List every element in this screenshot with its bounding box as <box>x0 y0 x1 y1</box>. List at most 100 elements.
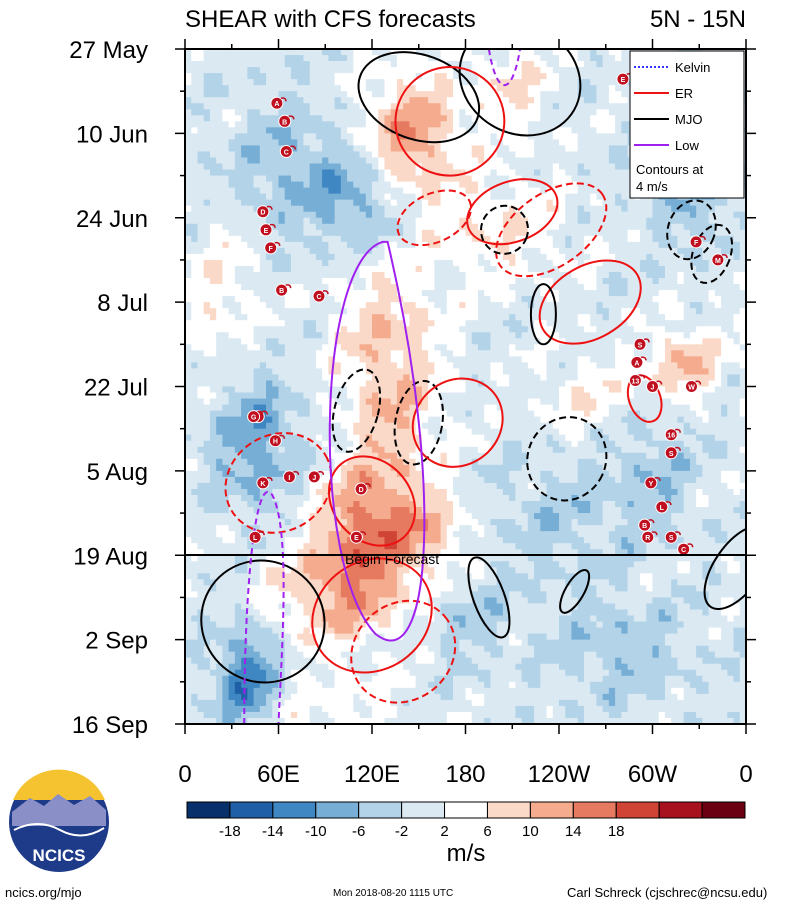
storm-marker: H <box>268 434 286 448</box>
storm-label: I <box>288 475 290 482</box>
storm-marker: 16 <box>664 428 681 442</box>
wave-contour <box>394 66 506 177</box>
axis-ticks <box>175 39 756 734</box>
colorbar-segment <box>272 801 317 819</box>
legend-note-line2: 4 m/s <box>636 179 668 194</box>
colorbar-segment <box>315 801 360 819</box>
x-axis-labels: 0 60E 120E 180 120W 60W 0 <box>178 761 752 788</box>
low-contour <box>328 240 426 642</box>
storm-label: 16 <box>667 433 675 440</box>
y-tick-label: 24 Jun <box>76 206 148 233</box>
storm-marker: L <box>248 530 265 544</box>
colorbar-segment <box>572 801 617 819</box>
storm-label: R <box>645 535 650 542</box>
storm-label: D <box>359 487 364 494</box>
storm-marker: B <box>275 283 292 297</box>
wave-contour <box>327 455 417 547</box>
storm-marker: C <box>279 145 297 158</box>
y-tick-label: 2 Sep <box>85 628 148 655</box>
y-tick-label: 8 Jul <box>97 290 148 317</box>
storm-label: F <box>694 240 699 247</box>
ncics-logo: NCICS <box>9 769 109 872</box>
y-tick-label: 10 Jun <box>76 121 148 148</box>
colorbar-tick-label: 6 <box>483 823 491 840</box>
storm-marker: 13 <box>628 374 646 387</box>
storm-marker: F <box>264 241 281 255</box>
storm-marker: D <box>354 482 371 496</box>
footer-author: Carl Schreck (cjschrec@ncsu.edu) <box>567 885 768 900</box>
colorbar-segment <box>401 801 446 819</box>
logo-mountains <box>12 794 106 826</box>
storm-marker: E <box>349 530 367 544</box>
storm-label: A <box>274 101 279 108</box>
x-tick-label: 120E <box>344 761 400 788</box>
footer-website: ncics.org/mjo <box>5 885 82 900</box>
storm-marker: K <box>256 476 273 490</box>
colorbar-tick-label: -6 <box>352 823 365 840</box>
storm-label: E <box>621 77 626 84</box>
wave-contour <box>529 283 557 346</box>
colorbar-segment <box>658 801 703 819</box>
wave-contour <box>357 51 481 144</box>
colorbar-segment <box>444 801 488 819</box>
low-contour <box>487 49 522 86</box>
colorbar-segment <box>701 801 746 819</box>
storm-label: L <box>253 535 258 542</box>
colorbar-tick-label: 2 <box>440 823 448 840</box>
storm-marker: B <box>638 518 655 532</box>
logo-sun <box>13 769 105 800</box>
x-tick-label: 180 <box>445 761 485 788</box>
storm-label: 13 <box>632 379 640 386</box>
footer-timestamp: Mon 2018-08-20 1115 UTC <box>333 888 454 899</box>
storm-label: S <box>669 535 674 542</box>
storm-marker: A <box>270 96 287 110</box>
storm-label: M <box>715 258 721 265</box>
storm-marker: M <box>711 253 728 267</box>
colorbar-segment <box>615 801 660 819</box>
colorbar-tick-label: 10 <box>522 823 539 840</box>
x-tick-label: 60W <box>628 761 678 788</box>
storm-label: L <box>660 505 665 512</box>
storm-label: S <box>638 342 643 349</box>
storm-label: F <box>269 246 274 253</box>
low-contour <box>243 491 285 724</box>
colorbar-segment <box>186 801 231 819</box>
wave-contour <box>458 49 582 137</box>
wave-contour <box>538 259 642 345</box>
legend-low-label: Low <box>675 138 699 153</box>
wave-contour <box>703 524 746 611</box>
colorbar-tick-label: -14 <box>262 823 284 840</box>
storm-marker: J <box>646 380 663 393</box>
storm-marker: D <box>256 205 273 219</box>
x-tick-label: 0 <box>739 761 752 788</box>
storm-label: C <box>316 294 321 301</box>
storm-marker: S <box>664 530 681 544</box>
colorbar-tick-labels: -18 -14 -10 -6 -2 2 6 10 14 18 <box>219 823 624 840</box>
legend-box <box>629 50 745 199</box>
storm-label: E <box>354 535 359 542</box>
logo-wave <box>13 823 105 837</box>
shear-field <box>185 49 746 724</box>
storm-label: B <box>282 119 287 126</box>
wave-contour <box>559 569 591 614</box>
storm-marker: I <box>282 470 300 484</box>
storm-marker: E <box>616 72 633 86</box>
wave-contour <box>350 599 457 704</box>
storm-marker: C <box>312 289 329 303</box>
storm-label: G <box>251 415 257 422</box>
legend-kelvin-label: Kelvin <box>675 60 710 75</box>
y-tick-label: 16 Sep <box>72 712 148 739</box>
colorbar-segment <box>529 801 574 819</box>
storm-marker: A <box>630 355 647 369</box>
storm-label: Y <box>649 481 654 488</box>
wave-contour <box>466 178 559 246</box>
storm-marker: S <box>664 446 681 460</box>
storm-label: B <box>642 523 647 530</box>
storm-label: C <box>681 547 686 554</box>
y-tick-label: 27 May <box>69 37 148 64</box>
forecast-start-label: Begin Forecast <box>345 551 439 567</box>
storm-label: C <box>284 150 289 157</box>
storm-marker: J <box>307 470 325 484</box>
colorbar-tick-label: -2 <box>395 823 408 840</box>
